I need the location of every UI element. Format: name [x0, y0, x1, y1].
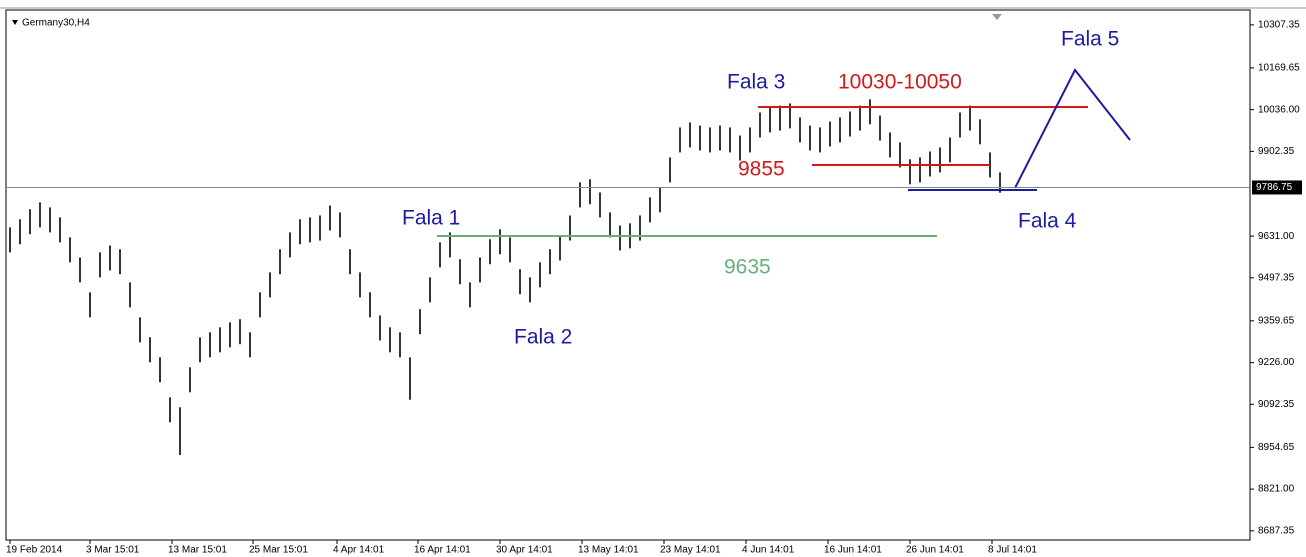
y-tick-label: 8821.00	[1258, 484, 1295, 495]
y-tick-label: 9631.00	[1258, 231, 1295, 242]
x-tick-label: 25 Mar 15:01	[249, 545, 308, 556]
x-tick-label: 23 May 14:01	[660, 545, 721, 556]
y-tick-label: 10169.65	[1258, 63, 1300, 74]
last-price-box	[1252, 180, 1302, 195]
y-tick-label: 9092.35	[1258, 399, 1295, 410]
wave-label: Fala 1	[402, 207, 460, 230]
last-price-label: 9786.75	[1256, 182, 1293, 193]
x-tick-label: 16 Apr 14:01	[414, 545, 471, 556]
y-tick-label: 9359.65	[1258, 316, 1295, 327]
x-tick-label: 3 Mar 15:01	[86, 545, 140, 556]
wave-label: Fala 4	[1018, 210, 1077, 233]
wave-label: Fala 2	[514, 326, 572, 349]
level-label: 9635	[724, 256, 771, 279]
y-tick-label: 8687.35	[1258, 525, 1295, 536]
wave5-projection	[1014, 68, 1131, 189]
wave-label: Fala 3	[727, 71, 785, 94]
y-tick-label: 9226.00	[1258, 357, 1295, 368]
y-tick-label: 9902.35	[1258, 146, 1295, 157]
menu-arrow	[12, 20, 18, 25]
x-tick-label: 8 Jul 14:01	[988, 545, 1037, 556]
y-tick-label: 10036.00	[1258, 104, 1300, 115]
x-tick-label: 13 Mar 15:01	[168, 545, 227, 556]
x-tick-label: 4 Apr 14:01	[333, 545, 385, 556]
x-tick-label: 13 May 14:01	[578, 545, 639, 556]
symbol: Germany30,H4	[22, 18, 90, 29]
x-tick-label: 16 Jun 14:01	[824, 545, 882, 556]
support-label: 9855	[738, 158, 785, 181]
y-tick-label: 9497.35	[1258, 272, 1295, 283]
wave-label: Fala 5	[1061, 28, 1119, 51]
resistance-label: 10030-10050	[838, 71, 962, 94]
x-tick-label: 19 Feb 2014	[6, 545, 63, 556]
x-tick-label: 30 Apr 14:01	[496, 545, 553, 556]
y-tick-label: 10307.35	[1258, 20, 1300, 31]
plot-frame	[5, 9, 1251, 541]
shift-marker	[992, 14, 1002, 20]
x-tick-label: 26 Jun 14:01	[906, 545, 964, 556]
y-tick-label: 8954.65	[1258, 442, 1295, 453]
x-tick-label: 4 Jun 14:01	[742, 545, 795, 556]
